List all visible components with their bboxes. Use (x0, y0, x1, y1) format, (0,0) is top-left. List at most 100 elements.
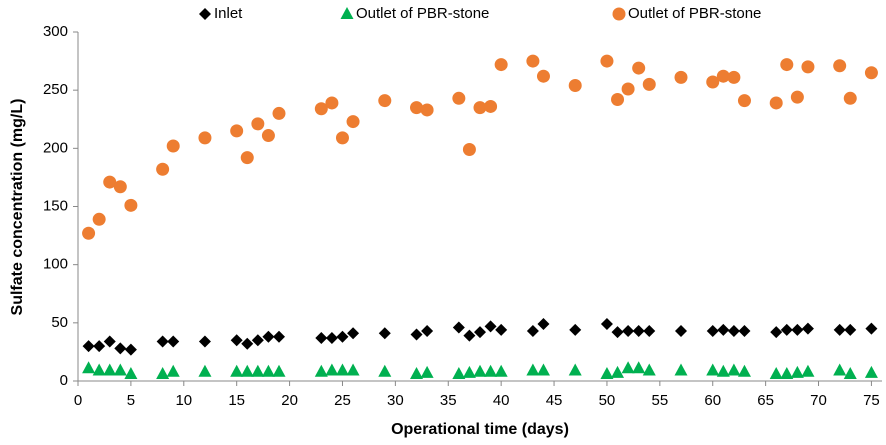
point (770, 326, 783, 339)
point (864, 66, 878, 80)
point (643, 324, 656, 337)
point (314, 102, 328, 116)
point (769, 367, 783, 380)
point (103, 175, 117, 189)
point (844, 323, 857, 336)
x-tick-label: 40 (493, 392, 510, 409)
point (198, 131, 212, 145)
y-tick-label: 0 (60, 372, 68, 389)
point (82, 340, 95, 353)
point (495, 323, 508, 336)
point (622, 324, 635, 337)
point (420, 103, 434, 117)
point (833, 323, 846, 336)
point (790, 90, 804, 104)
x-tick-label: 30 (387, 392, 404, 409)
point (484, 320, 497, 333)
point (536, 363, 550, 376)
point (865, 322, 878, 335)
point (92, 212, 106, 226)
point (632, 324, 645, 337)
point (315, 331, 328, 344)
point (536, 69, 550, 83)
point (568, 79, 582, 93)
point (378, 364, 392, 377)
point (124, 367, 138, 380)
point (801, 322, 814, 335)
point (261, 129, 275, 143)
point (462, 365, 476, 378)
y-tick-label: 250 (43, 81, 68, 98)
point (727, 324, 740, 337)
legend-marker (340, 7, 354, 19)
point (336, 330, 349, 343)
point (790, 365, 804, 378)
point (230, 364, 244, 377)
x-tick-label: 0 (74, 392, 82, 409)
point (716, 69, 730, 83)
point (473, 101, 487, 115)
point (864, 365, 878, 378)
point (347, 327, 360, 340)
point (251, 334, 264, 347)
point (600, 367, 614, 380)
point (611, 326, 624, 339)
point (674, 70, 688, 84)
point (103, 363, 117, 376)
point (727, 363, 741, 376)
point (537, 317, 550, 330)
point (737, 94, 751, 108)
point (167, 335, 180, 348)
point (113, 363, 127, 376)
x-tick-label: 75 (863, 392, 880, 409)
point (378, 327, 391, 340)
point (611, 365, 625, 378)
point (92, 363, 106, 376)
point (642, 77, 656, 91)
point (156, 335, 169, 348)
point (124, 198, 138, 212)
point (272, 364, 286, 377)
point (526, 324, 539, 337)
point (82, 361, 96, 374)
point (325, 363, 339, 376)
y-axis-title: Sulfate concentration (mg/L) (9, 99, 26, 316)
point (251, 364, 265, 377)
point (526, 54, 540, 68)
x-tick-label: 25 (334, 392, 351, 409)
point (780, 367, 794, 380)
point (452, 91, 466, 105)
point (325, 331, 338, 344)
point (93, 340, 106, 353)
point (621, 82, 635, 96)
point (600, 54, 614, 68)
point (621, 361, 635, 374)
x-tick-label: 70 (810, 392, 827, 409)
point (452, 321, 465, 334)
y-tick-label: 150 (43, 197, 68, 214)
point (420, 365, 434, 378)
point (600, 317, 613, 330)
point (843, 367, 857, 380)
point (198, 364, 212, 377)
point (474, 326, 486, 339)
point (103, 335, 116, 348)
legend-marker (612, 7, 626, 21)
point (166, 364, 180, 377)
x-tick-label: 45 (546, 392, 563, 409)
point (378, 94, 392, 108)
point (833, 363, 847, 376)
point (462, 142, 476, 156)
point (611, 92, 625, 106)
point (473, 364, 487, 377)
point (494, 364, 508, 377)
point (114, 342, 127, 355)
point (780, 58, 794, 72)
x-tick-label: 65 (757, 392, 774, 409)
point (769, 96, 783, 110)
point (526, 363, 540, 376)
point (410, 328, 423, 341)
point (791, 323, 804, 336)
x-tick-label: 55 (651, 392, 668, 409)
y-tick-label: 300 (43, 23, 68, 40)
